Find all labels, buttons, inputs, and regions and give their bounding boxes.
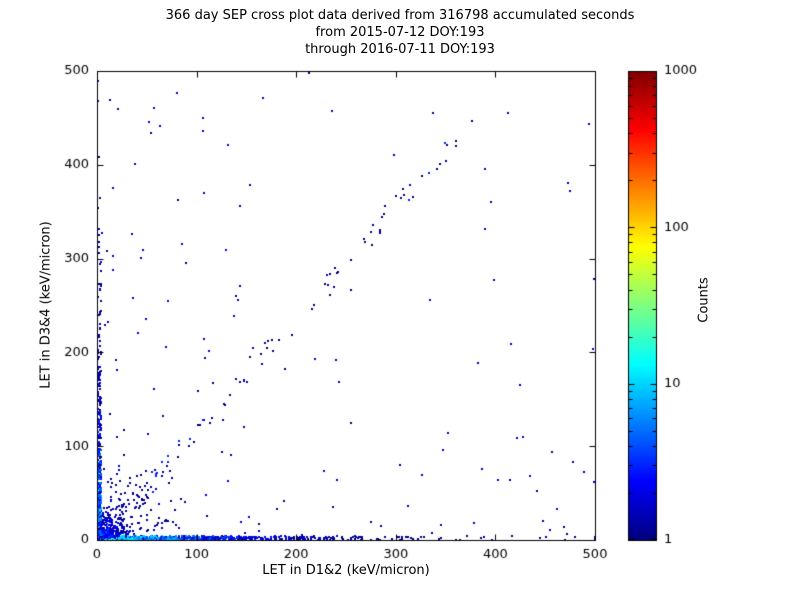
x-axis-label: LET in D1&2 (keV/micron) xyxy=(262,563,430,578)
colorbar-label: Counts xyxy=(696,277,712,323)
chart-title-line2: from 2015-07-12 DOY:193 xyxy=(315,25,485,40)
chart-title: 366 day SEP cross plot data derived from… xyxy=(0,7,800,58)
chart-title-line1: 366 day SEP cross plot data derived from… xyxy=(165,8,635,23)
chart-title-line3: through 2016-07-11 DOY:193 xyxy=(305,42,495,57)
y-axis-label: LET in D3&4 (keV/micron) xyxy=(38,221,54,389)
